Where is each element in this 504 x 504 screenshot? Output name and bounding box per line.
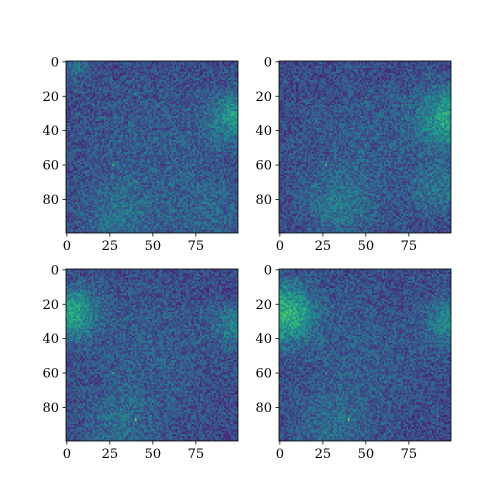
axes-frame bbox=[278, 268, 452, 442]
y-tick-label: 40 bbox=[255, 124, 272, 139]
y-tick-label: 40 bbox=[42, 124, 59, 139]
x-tick-label: 75 bbox=[188, 447, 205, 462]
y-tick-label: 20 bbox=[42, 90, 59, 105]
y-tick-label: 0 bbox=[264, 55, 272, 70]
y-tick-label: 0 bbox=[51, 263, 59, 278]
y-tick-label: 80 bbox=[255, 401, 272, 416]
heatmap-image bbox=[66, 61, 238, 233]
axes-frame bbox=[65, 268, 239, 442]
x-tick-label: 25 bbox=[102, 239, 119, 254]
heatmap-panel-1: 0 25 50 75 0 20 40 60 80 bbox=[42, 55, 239, 254]
heatmap-panel-3: 0 25 50 75 0 20 40 60 80 bbox=[42, 263, 239, 462]
x-tick-label: 25 bbox=[315, 447, 332, 462]
axes-frame bbox=[278, 60, 452, 234]
x-tick-label: 50 bbox=[358, 447, 375, 462]
heatmap-image bbox=[279, 61, 451, 233]
x-tick-label: 0 bbox=[63, 239, 71, 254]
y-tick-label: 60 bbox=[255, 159, 272, 174]
x-tick-label: 50 bbox=[145, 447, 162, 462]
x-tick-label: 0 bbox=[276, 447, 284, 462]
y-tick-label: 80 bbox=[42, 401, 59, 416]
x-tick-label: 75 bbox=[188, 239, 205, 254]
x-tick-label: 75 bbox=[401, 447, 418, 462]
heatmap-panel-4: 0 25 50 75 0 20 40 60 80 bbox=[255, 263, 452, 462]
y-tick-label: 20 bbox=[42, 298, 59, 313]
y-tick-label: 60 bbox=[42, 159, 59, 174]
x-tick-label: 50 bbox=[145, 239, 162, 254]
y-tick-label: 80 bbox=[255, 193, 272, 208]
y-tick-label: 40 bbox=[42, 332, 59, 347]
y-tick-label: 60 bbox=[42, 367, 59, 382]
y-tick-label: 60 bbox=[255, 367, 272, 382]
x-tick-label: 50 bbox=[358, 239, 375, 254]
x-tick-label: 25 bbox=[315, 239, 332, 254]
x-tick-label: 75 bbox=[401, 239, 418, 254]
y-tick-label: 80 bbox=[42, 193, 59, 208]
x-tick-label: 0 bbox=[63, 447, 71, 462]
heatmap-image bbox=[66, 269, 238, 441]
x-tick-label: 25 bbox=[102, 447, 119, 462]
y-tick-label: 40 bbox=[255, 332, 272, 347]
y-tick-label: 20 bbox=[255, 298, 272, 313]
axes-frame bbox=[65, 60, 239, 234]
y-tick-label: 20 bbox=[255, 90, 272, 105]
heatmap-image bbox=[279, 269, 451, 441]
y-tick-label: 0 bbox=[264, 263, 272, 278]
y-tick-label: 0 bbox=[51, 55, 59, 70]
heatmap-panel-2: 0 25 50 75 0 20 40 60 80 bbox=[255, 55, 452, 254]
x-tick-label: 0 bbox=[276, 239, 284, 254]
